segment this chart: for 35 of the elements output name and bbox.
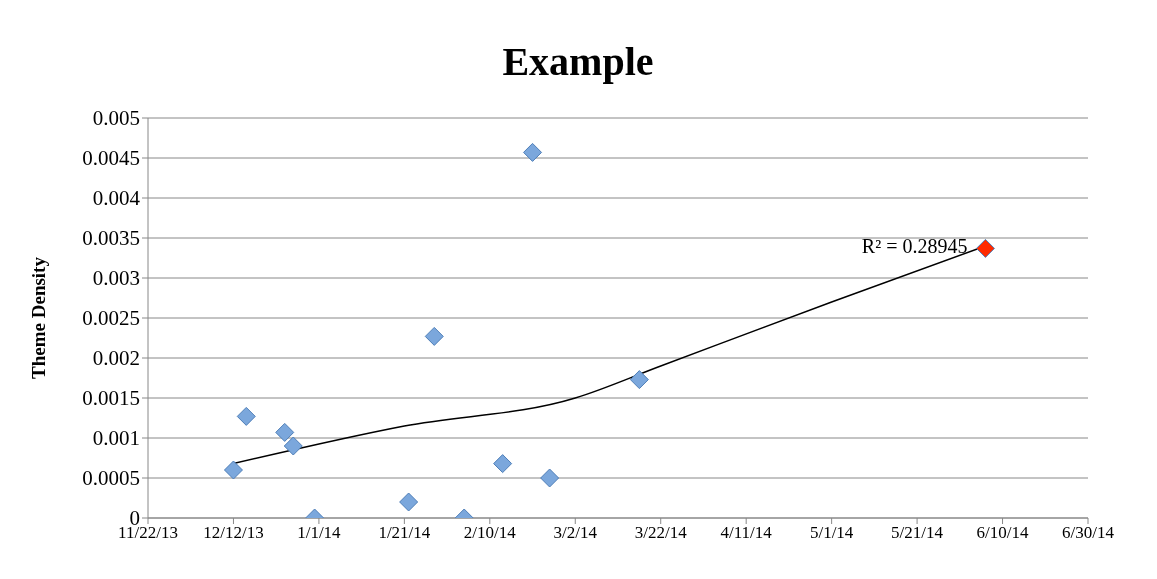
x-tick-label: 1/21/14 [378, 523, 431, 543]
y-tick-label: 0.003 [92, 266, 140, 291]
y-tick-label: 0.0015 [82, 386, 140, 411]
annotation: R² = 0.28945 [861, 235, 968, 258]
x-tick-label: 3/2/14 [553, 523, 598, 543]
y-axis-title: Theme Density [27, 256, 49, 379]
x-tick-label: 4/11/14 [720, 523, 773, 543]
point [399, 492, 419, 512]
x-tick-label: 5/1/14 [809, 523, 854, 543]
x-tick-label: 12/12/13 [203, 523, 264, 543]
x-tick-label: 6/10/14 [976, 523, 1030, 543]
x-tick-label: 1/1/14 [297, 523, 342, 543]
y-tick-label: 0.004 [92, 186, 141, 211]
y-tick-label: 0.0005 [82, 466, 140, 491]
point [975, 238, 995, 258]
point [223, 460, 243, 480]
y-tick-label: 0.0035 [82, 226, 140, 251]
y-tick-label: 0.0025 [82, 306, 140, 331]
point [275, 422, 295, 442]
x-tick-label: 2/10/14 [463, 523, 517, 543]
x-tick-label: 3/22/14 [634, 523, 688, 543]
y-tick-label: 0.005 [92, 106, 140, 131]
y-tick-label: 0.0045 [82, 146, 140, 171]
y-tick-label: 0.002 [92, 346, 140, 371]
point [424, 326, 444, 346]
y-tick-label: 0.001 [92, 426, 140, 451]
point [283, 436, 303, 456]
point [236, 406, 256, 426]
point [540, 468, 560, 488]
x-tick-label: 5/21/14 [891, 523, 944, 543]
point [629, 370, 649, 390]
chart-title: Example [501, 38, 655, 86]
point [523, 142, 543, 162]
x-tick-label: 6/30/14 [1062, 523, 1115, 543]
point [493, 454, 513, 474]
